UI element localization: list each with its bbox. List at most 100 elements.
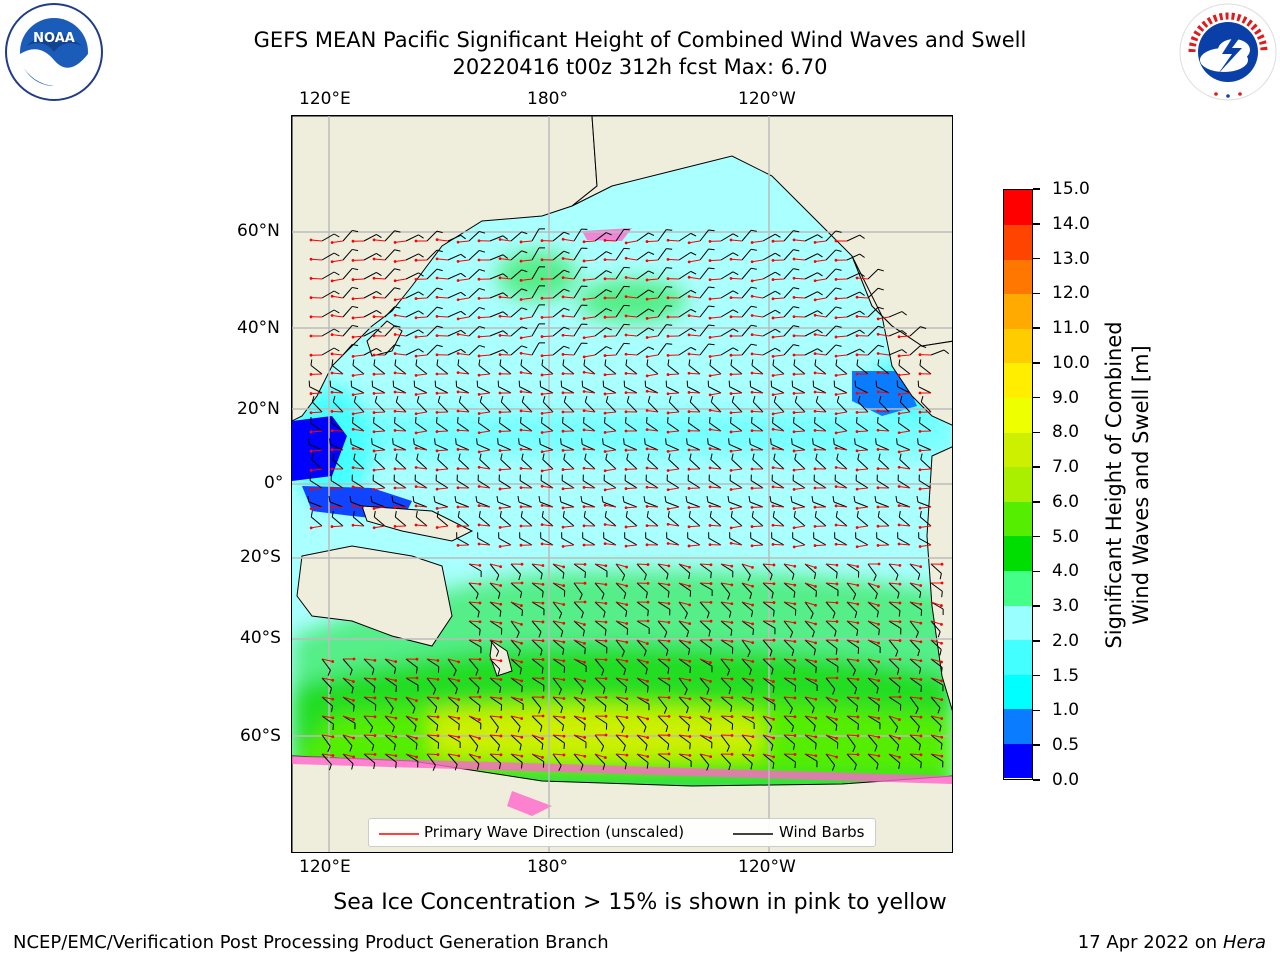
wave-direction-arrow xyxy=(615,639,627,643)
wind-barb xyxy=(920,396,932,413)
wave-arrow-head xyxy=(771,297,775,301)
wave-arrow-head xyxy=(793,602,797,606)
wind-barb xyxy=(479,453,491,470)
wave-direction-arrow xyxy=(751,525,764,528)
wave-direction-arrow xyxy=(468,620,481,623)
wind-barb xyxy=(720,639,734,654)
wave-direction-arrow xyxy=(857,544,869,548)
colorbar-tick-label: 1.5 xyxy=(1052,665,1080,686)
wind-barb xyxy=(374,453,386,470)
wave-direction-arrow xyxy=(773,354,785,357)
wave-arrow-head xyxy=(435,410,439,414)
wave-arrow-head xyxy=(352,755,356,759)
wave-arrow-head xyxy=(583,623,586,626)
wave-direction-arrow xyxy=(563,525,575,528)
wave-arrow-head xyxy=(856,640,860,644)
wind-barb xyxy=(710,453,722,470)
wind-barb xyxy=(646,511,659,527)
wave-arrow-head xyxy=(498,391,502,395)
wave-direction-arrow xyxy=(520,467,533,470)
wind-barb xyxy=(636,639,647,657)
wave-arrow-head xyxy=(792,449,796,453)
wind-barb xyxy=(435,474,449,489)
wind-barb xyxy=(363,290,382,299)
wind-barb xyxy=(699,248,715,261)
wave-direction-arrow xyxy=(436,277,449,280)
wind-barb xyxy=(605,396,617,413)
wave-arrow-head xyxy=(666,334,670,338)
wind-barb xyxy=(405,658,418,674)
wind-barb xyxy=(350,438,365,451)
wave-arrow-head xyxy=(582,390,586,393)
wind-barb xyxy=(678,734,691,750)
wave-arrow-head xyxy=(351,504,355,508)
wave-arrow-head xyxy=(519,467,523,470)
footer-date: 17 Apr 2022 on Hera xyxy=(1078,932,1266,953)
wave-arrow-head xyxy=(814,584,817,588)
wave-direction-arrow xyxy=(510,715,522,719)
wave-arrow-head xyxy=(352,680,355,683)
wave-direction-arrow xyxy=(836,373,848,376)
wind-barb xyxy=(468,287,486,299)
wind-barb xyxy=(520,416,533,432)
wind-barb xyxy=(867,753,879,770)
wave-arrow-head xyxy=(436,715,440,719)
wind-barb xyxy=(636,620,650,634)
wind-barb xyxy=(604,511,617,527)
wind-barb xyxy=(930,715,942,732)
wave-direction-arrow xyxy=(531,658,544,661)
wind-barb xyxy=(447,291,466,299)
wind-barb xyxy=(426,696,438,713)
wind-barb xyxy=(657,639,669,656)
wave-direction-arrow xyxy=(773,411,785,415)
wave-arrow-head xyxy=(625,584,629,588)
wind-barb xyxy=(783,230,800,242)
wind-barb xyxy=(615,266,630,280)
wave-arrow-head xyxy=(456,543,460,547)
wave-arrow-head xyxy=(646,736,650,740)
wave-arrow-head xyxy=(519,447,523,451)
wave-arrow-head xyxy=(834,239,838,243)
wind-barb xyxy=(489,677,502,693)
wave-direction-arrow xyxy=(479,466,491,470)
wind-barb xyxy=(762,252,781,261)
wave-direction-arrow xyxy=(878,316,890,320)
wind-barb xyxy=(518,438,533,451)
wave-arrow-head xyxy=(477,392,481,396)
wave-direction-arrow xyxy=(541,354,554,357)
wave-arrow-head xyxy=(898,718,901,721)
wind-barb xyxy=(363,715,374,733)
wave-arrow-head xyxy=(625,734,629,738)
wind-barb xyxy=(899,453,911,470)
wind-barb xyxy=(896,438,911,451)
wind-barb xyxy=(888,563,899,581)
wind-barb xyxy=(720,271,739,280)
wind-barb xyxy=(657,267,673,280)
wave-direction-arrow xyxy=(458,333,470,337)
wind-barb xyxy=(919,511,932,527)
wave-arrow-head xyxy=(708,355,712,358)
wave-direction-arrow xyxy=(710,448,722,451)
wind-barb xyxy=(582,474,596,489)
wave-direction-arrow xyxy=(437,525,449,529)
wind-barb xyxy=(825,639,838,655)
wave-direction-arrow xyxy=(877,410,890,413)
wave-arrow-head xyxy=(372,487,376,491)
wave-direction-arrow xyxy=(332,240,344,244)
wind-barb xyxy=(846,753,857,771)
wind-barb xyxy=(793,416,806,432)
wave-arrow-head xyxy=(772,601,776,604)
wind-barb xyxy=(793,359,806,375)
wave-direction-arrow xyxy=(647,373,659,377)
wave-arrow-head xyxy=(624,295,628,299)
wave-direction-arrow xyxy=(332,334,344,337)
wave-arrow-head xyxy=(813,240,817,244)
wave-direction-arrow xyxy=(667,411,680,414)
wave-direction-arrow xyxy=(415,297,428,300)
wind-barb xyxy=(412,495,428,508)
wave-arrow-head xyxy=(771,278,775,281)
wave-direction-arrow xyxy=(342,753,354,758)
wave-arrow-head xyxy=(856,734,860,738)
wind-barb xyxy=(539,380,554,394)
wind-barb xyxy=(741,286,757,299)
